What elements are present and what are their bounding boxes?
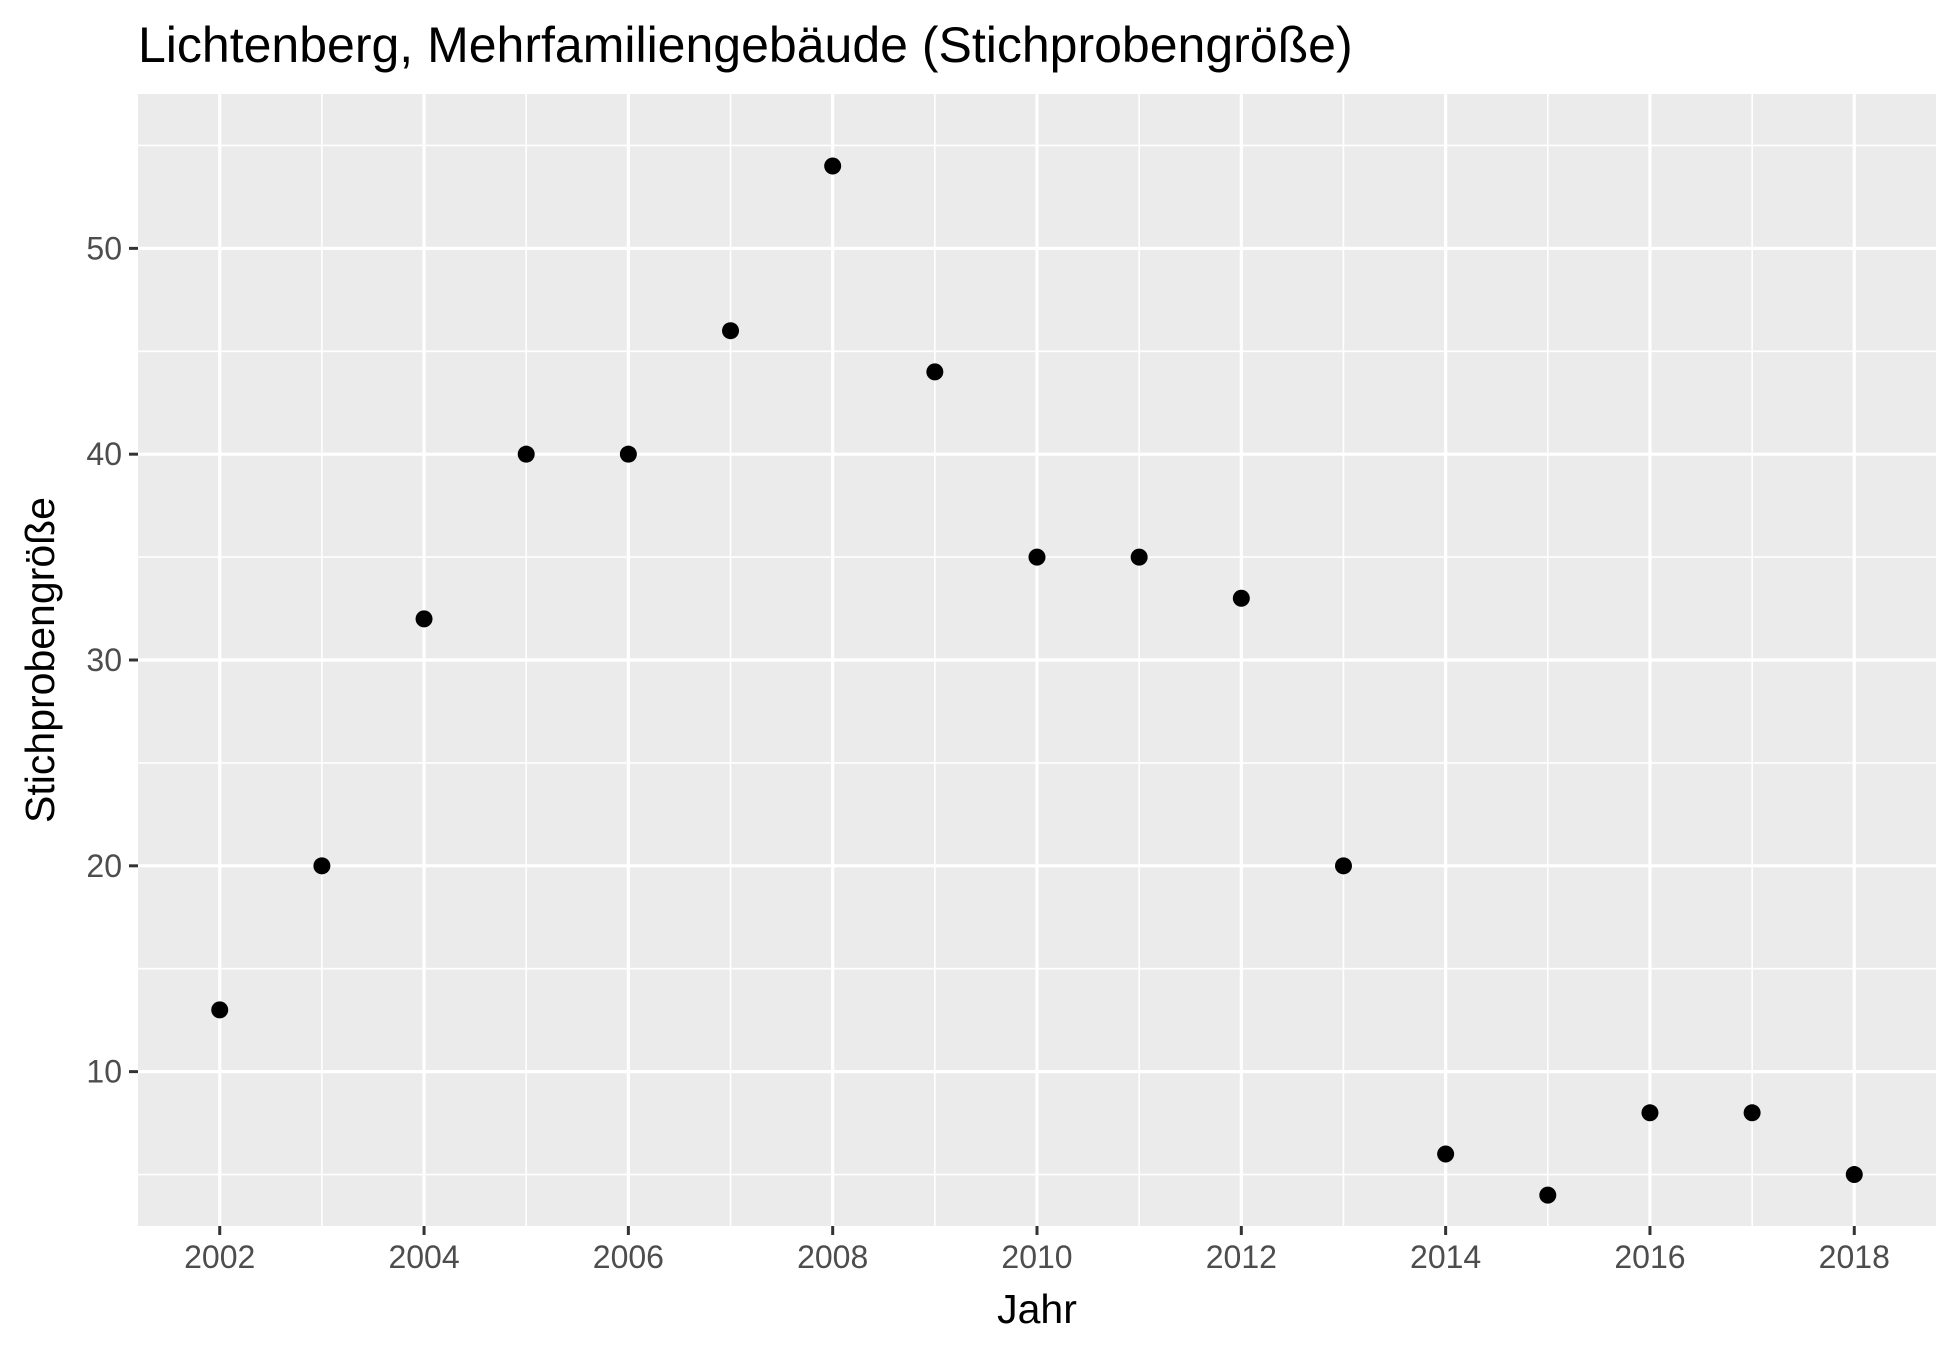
y-tick-label: 30 bbox=[86, 642, 122, 678]
data-point bbox=[517, 445, 535, 463]
data-point bbox=[1028, 548, 1046, 566]
data-point bbox=[1130, 548, 1148, 566]
data-point bbox=[1845, 1166, 1863, 1184]
y-tick-label: 50 bbox=[86, 230, 122, 266]
data-point bbox=[1334, 857, 1352, 875]
data-point bbox=[1539, 1186, 1557, 1204]
data-point bbox=[619, 445, 637, 463]
chart-title: Lichtenberg, Mehrfamiliengebäude (Stichp… bbox=[138, 17, 1353, 73]
y-axis-title: Stichprobengröße bbox=[17, 497, 63, 823]
data-point bbox=[313, 857, 331, 875]
x-tick-label: 2012 bbox=[1206, 1239, 1277, 1275]
x-tick-label: 2008 bbox=[797, 1239, 868, 1275]
data-point bbox=[211, 1001, 229, 1019]
major-gridlines bbox=[138, 94, 1936, 1226]
x-tick-label: 2010 bbox=[1001, 1239, 1072, 1275]
x-tick-label: 2018 bbox=[1819, 1239, 1890, 1275]
data-point bbox=[415, 610, 433, 628]
data-point bbox=[824, 157, 842, 175]
x-tick-label: 2014 bbox=[1410, 1239, 1481, 1275]
data-point bbox=[722, 322, 740, 340]
data-point bbox=[1437, 1145, 1455, 1163]
data-point bbox=[1641, 1104, 1659, 1122]
data-point bbox=[1232, 589, 1250, 607]
data-points bbox=[211, 157, 1863, 1204]
y-axis: 10 20 30 40 50 bbox=[86, 230, 138, 1090]
y-tick-label: 20 bbox=[86, 848, 122, 884]
y-tick-label: 40 bbox=[86, 436, 122, 472]
x-tick-label: 2004 bbox=[388, 1239, 459, 1275]
x-tick-label: 2006 bbox=[593, 1239, 664, 1275]
data-point bbox=[926, 363, 944, 381]
x-axis-title: Jahr bbox=[997, 1286, 1077, 1332]
y-tick-label: 10 bbox=[86, 1054, 122, 1090]
x-axis: 2002 2004 2006 2008 2010 2012 2014 2016 2018 bbox=[184, 1226, 1890, 1275]
x-tick-label: 2016 bbox=[1614, 1239, 1685, 1275]
data-point bbox=[1743, 1104, 1761, 1122]
x-tick-label: 2002 bbox=[184, 1239, 255, 1275]
